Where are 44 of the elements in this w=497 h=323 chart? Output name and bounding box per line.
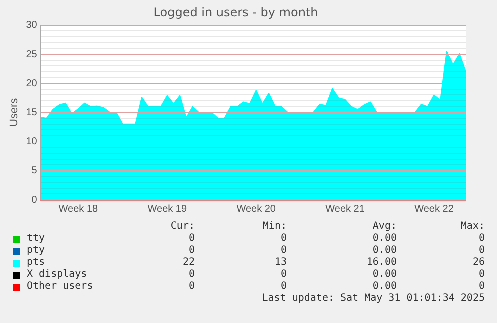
text: 0: [478, 269, 485, 281]
y-tick-label: 5: [32, 166, 38, 177]
text: Avg:: [372, 221, 397, 233]
text: 16.00: [366, 257, 397, 269]
y-axis-title: Users: [8, 98, 21, 128]
legend-label: tty: [27, 233, 46, 245]
x-tick-label: Week 21: [326, 204, 366, 215]
text: 0: [280, 245, 287, 257]
text: 0: [188, 269, 195, 281]
text: Max:: [460, 221, 485, 233]
x-tick-label: Week 19: [148, 204, 188, 215]
text: 0: [188, 233, 195, 245]
y-tick-label: 15: [26, 107, 38, 118]
text: 0.00: [372, 269, 397, 281]
text: 13: [274, 257, 287, 269]
text: 26: [472, 257, 485, 269]
text: 0: [280, 281, 287, 293]
legend-label: X displays: [27, 269, 88, 281]
text: 0: [188, 245, 195, 257]
y-tick-label: 25: [26, 49, 38, 60]
legend-label: pty: [27, 245, 46, 257]
text: 0.00: [372, 245, 397, 257]
chart-title: Logged in users - by month: [154, 5, 318, 20]
text: 22: [182, 257, 195, 269]
text: 0: [188, 281, 195, 293]
text: 0: [280, 233, 287, 245]
text: Cur:: [170, 221, 195, 233]
y-tick-label: 0: [32, 194, 38, 206]
text: 0: [280, 269, 287, 281]
y-tick-label: 30: [26, 20, 38, 32]
legend-label: Other users: [27, 281, 94, 293]
text: 0: [478, 233, 485, 245]
text: Last update: Sat May 31 01:01:34 2025: [262, 293, 485, 305]
text: 0.00: [372, 233, 397, 245]
text: 0: [478, 281, 485, 293]
x-tick-label: Week 18: [58, 204, 99, 215]
y-tick-label: 10: [26, 136, 38, 148]
text: 0: [478, 245, 485, 257]
text: 0.00: [372, 281, 397, 293]
x-tick-label: Week 20: [236, 204, 276, 215]
text: Min:: [262, 221, 287, 233]
y-tick-label: 20: [26, 78, 38, 90]
legend-label: pts: [27, 257, 46, 269]
x-tick-label: Week 22: [414, 204, 454, 215]
